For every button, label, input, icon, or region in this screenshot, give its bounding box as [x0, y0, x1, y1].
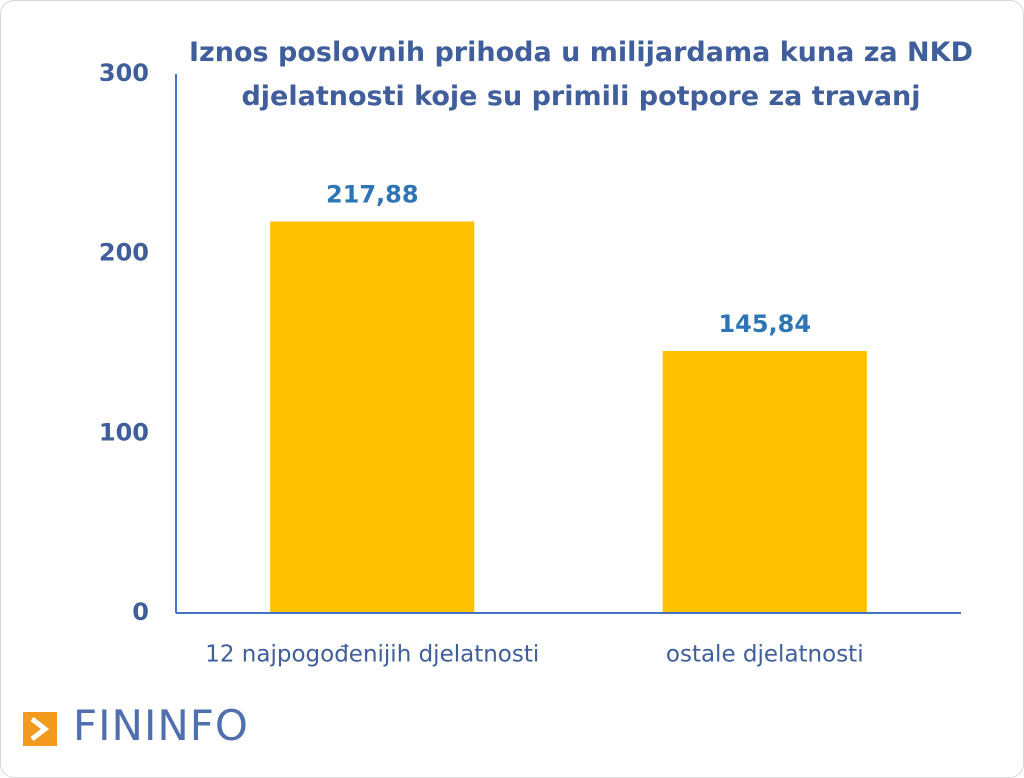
- logo-arrow: [30, 717, 50, 741]
- bar: [270, 221, 475, 613]
- x-tick-label: ostale djelatnosti: [666, 642, 864, 668]
- y-tick-label: 300: [99, 59, 149, 87]
- logo-icon: [23, 712, 57, 746]
- data-label: 217,88: [326, 181, 419, 209]
- y-tick-label: 200: [99, 239, 149, 267]
- bar: [662, 350, 867, 613]
- x-tick-label: 12 najpogođenijih djelatnosti: [205, 642, 539, 668]
- y-tick-label: 100: [99, 418, 149, 446]
- y-tick-label: 0: [132, 598, 149, 626]
- logo-text: FININFO: [73, 701, 249, 750]
- data-label: 145,84: [718, 310, 811, 338]
- chart-title: Iznos poslovnih prihoda u milijardama ku…: [189, 37, 973, 112]
